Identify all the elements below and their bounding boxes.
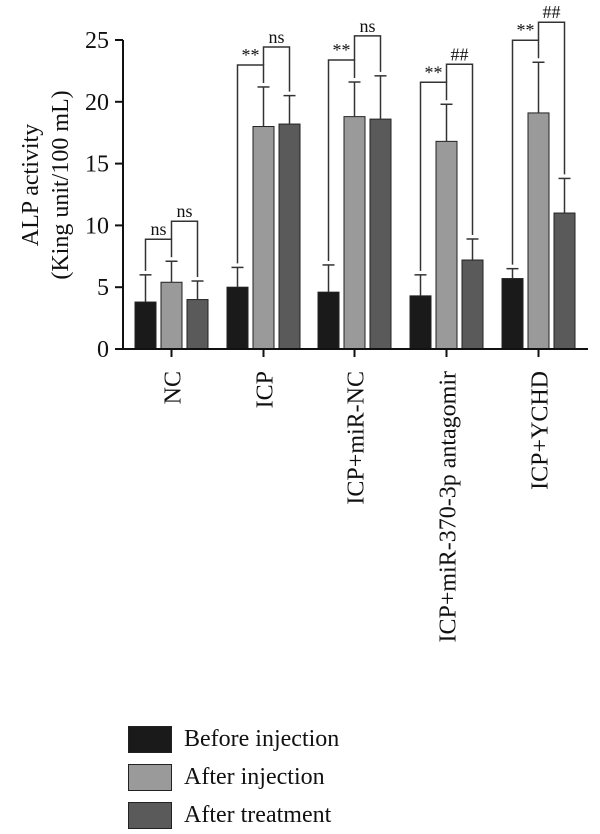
- significance-label: ns: [150, 219, 166, 239]
- y-axis-label-unit: (King unit/100 mL): [48, 90, 74, 279]
- significance-bracket: [445, 63, 474, 235]
- significance-bracket: [262, 46, 291, 92]
- bar-after-injection: [252, 126, 275, 350]
- bar-before: [409, 295, 432, 350]
- bar-before: [226, 286, 249, 350]
- significance-bracket: [236, 64, 265, 264]
- significance-label: ns: [268, 27, 284, 47]
- y-tick-label: 0: [97, 337, 109, 363]
- legend-label: Before injection: [184, 725, 340, 752]
- x-tick-label: ICP+YCHD: [528, 371, 554, 490]
- bar-after-treatment: [278, 123, 301, 350]
- bar-before: [134, 301, 157, 350]
- bar-after-injection: [435, 140, 458, 350]
- legend-label: After injection: [184, 763, 325, 790]
- significance-label: ##: [543, 2, 561, 22]
- significance-label: **: [517, 20, 535, 40]
- legend-item-before-injection: Before injection: [128, 720, 339, 758]
- bar-before: [317, 291, 340, 350]
- significance-bracket: [537, 21, 566, 175]
- y-tick-label: 25: [85, 28, 109, 54]
- significance-label: **: [333, 40, 351, 60]
- significance-bracket: [144, 238, 173, 271]
- significance-bracket: [511, 39, 540, 265]
- significance-bracket: [170, 220, 199, 278]
- significance-bracket: [353, 35, 382, 72]
- bar-after-treatment: [186, 299, 209, 350]
- x-tick-label: ICP: [253, 371, 279, 408]
- y-axis-label: ALP activity: [18, 124, 44, 246]
- significance-label: **: [425, 62, 443, 82]
- significance-label: ns: [359, 16, 375, 36]
- legend: Before injection After injection After t…: [128, 720, 339, 834]
- legend-swatch: [128, 725, 172, 753]
- y-tick-label: 20: [85, 90, 109, 116]
- chart-canvas: 0 5 10 15 20 25 NC ICP ICP+miR-NC ICP+miR-370-3p …: [18, 2, 588, 643]
- legend-item-after-treatment: After treatment: [128, 796, 339, 834]
- bar-after-injection: [527, 112, 550, 350]
- y-tick-label: 15: [85, 152, 109, 178]
- legend-swatch: [128, 801, 172, 829]
- bar-after-injection: [160, 281, 183, 350]
- bar-after-treatment: [553, 212, 576, 350]
- significance-bracket: [419, 81, 448, 271]
- y-tick-label: 5: [97, 275, 109, 301]
- x-tick-label: ICP+miR-NC: [344, 371, 370, 505]
- x-tick-label: NC: [161, 371, 187, 404]
- y-tick-label: 10: [85, 213, 109, 239]
- bar-after-treatment: [461, 259, 484, 350]
- significance-label: ns: [176, 201, 192, 221]
- bar-after-injection: [343, 116, 366, 350]
- legend-label: After treatment: [184, 801, 332, 828]
- significance-bracket: [327, 59, 356, 261]
- bar-before: [501, 278, 524, 350]
- significance-label: **: [242, 45, 260, 65]
- significance-label: ##: [451, 44, 469, 64]
- bar-after-treatment: [369, 118, 392, 350]
- legend-swatch: [128, 763, 172, 791]
- legend-item-after-injection: After injection: [128, 758, 339, 796]
- x-tick-label: ICP+miR-370-3p antagomir: [436, 371, 462, 643]
